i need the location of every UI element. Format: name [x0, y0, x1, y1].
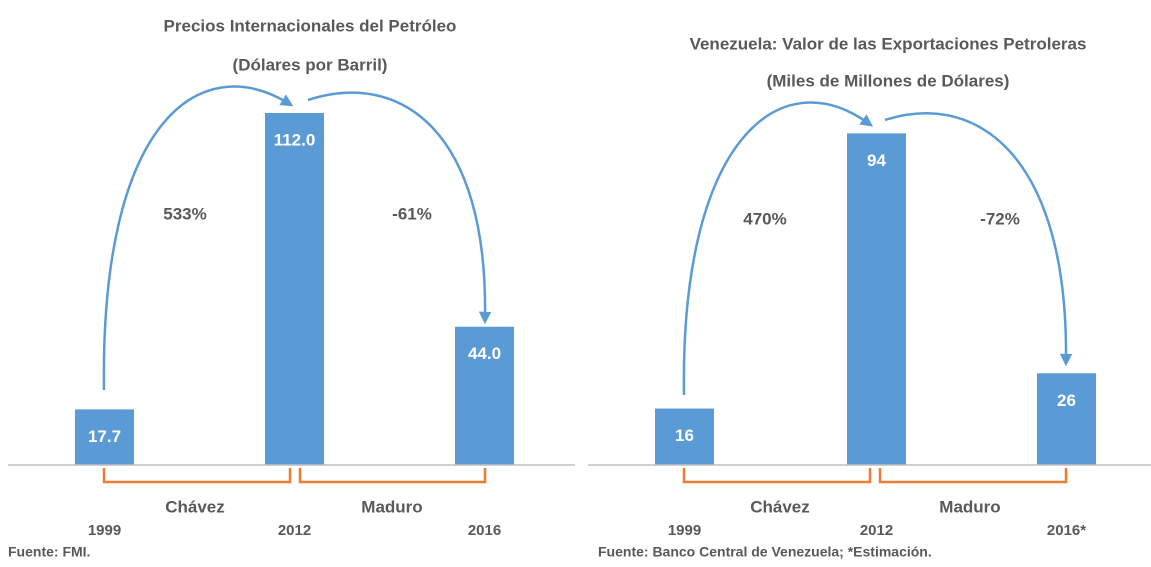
- x-tick-label: 1999: [668, 522, 701, 539]
- chart-subtitle: (Miles de Millones de Dólares): [767, 71, 1010, 90]
- annotation: -61%: [392, 204, 432, 223]
- period-bracket: [682, 468, 872, 484]
- value-label: 94: [867, 151, 886, 170]
- arrow: [102, 85, 294, 391]
- period-label: Maduro: [361, 497, 422, 516]
- x-tick-label: 2016*: [1047, 522, 1086, 539]
- source-note: Fuente: Banco Central de Venezuela; *Est…: [598, 544, 932, 560]
- bar: [75, 409, 134, 465]
- bar: [265, 113, 324, 465]
- value-label: 112.0: [274, 130, 316, 149]
- period-label: Chávez: [165, 497, 225, 516]
- period-label: Chávez: [750, 497, 810, 516]
- bar: [847, 133, 906, 466]
- period-bracket: [878, 468, 1068, 484]
- annotation: 533%: [163, 204, 206, 223]
- bar: [1037, 373, 1096, 465]
- x-tick-label: 2012: [860, 522, 893, 539]
- chart-title: Precios Internacionales del Petróleo: [164, 16, 457, 35]
- bar: [655, 408, 714, 465]
- period-bracket: [298, 468, 487, 484]
- value-label: 26: [1057, 391, 1076, 410]
- value-label: 16: [675, 426, 694, 445]
- value-label: 44.0: [468, 344, 501, 363]
- arrow: [682, 101, 874, 396]
- chart-subtitle: (Dólares por Barril): [233, 55, 388, 74]
- x-tick-label: 1999: [88, 522, 121, 539]
- period-label: Maduro: [939, 497, 1000, 516]
- period-bracket: [102, 468, 292, 484]
- annotation: 470%: [743, 209, 786, 228]
- arrow: [307, 91, 492, 325]
- bar: [455, 326, 514, 465]
- value-label: 17.7: [88, 427, 121, 446]
- chart-title: Venezuela: Valor de las Exportaciones Pe…: [690, 34, 1087, 53]
- annotation: -72%: [980, 209, 1020, 228]
- arrow: [884, 112, 1073, 367]
- x-tick-label: 2016: [468, 522, 501, 539]
- x-tick-label: 2012: [278, 522, 311, 539]
- source-note: Fuente: FMI.: [8, 544, 90, 560]
